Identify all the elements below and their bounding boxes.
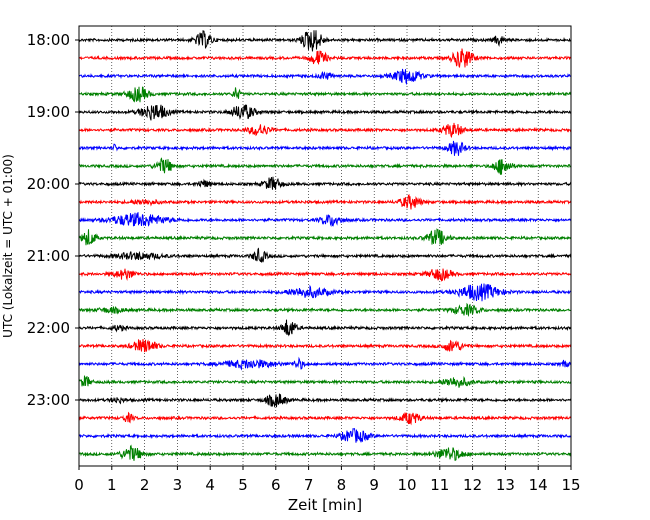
- seismic-traces: [78, 30, 572, 461]
- x-tick-label: 14: [529, 476, 548, 494]
- y-tick-label: 18:00: [27, 31, 70, 49]
- y-tick-label: 23:00: [27, 391, 70, 409]
- trace-line: [78, 302, 572, 318]
- x-axis-ticks: 0 1 2 3 4 5 6 7 8 9 10 11 12 13 14 15: [74, 466, 581, 494]
- x-tick-label: 9: [369, 476, 379, 494]
- trace-line: [78, 68, 572, 86]
- x-tick-label: 13: [496, 476, 515, 494]
- x-tick-label: 1: [107, 476, 117, 494]
- x-tick-label: 5: [238, 476, 248, 494]
- x-tick-label: 7: [304, 476, 314, 494]
- trace-line: [78, 212, 572, 228]
- plot-frame: [78, 25, 572, 467]
- x-tick-label: 15: [561, 476, 580, 494]
- trace-line: [78, 48, 572, 68]
- trace-line: [78, 140, 572, 156]
- trace-line: [78, 356, 572, 371]
- trace-line: [78, 268, 572, 282]
- y-tick-label: 22:00: [27, 319, 70, 337]
- y-tick-label: 19:00: [27, 103, 70, 121]
- trace-line: [78, 228, 572, 246]
- y-tick-label: 21:00: [27, 247, 70, 265]
- y-tick-label: 20:00: [27, 175, 70, 193]
- x-tick-label: 2: [140, 476, 150, 494]
- x-tick-label: 6: [271, 476, 281, 494]
- trace-line: [78, 104, 572, 121]
- trace-line: [78, 375, 572, 388]
- trace-line: [79, 86, 572, 103]
- trace-line: [78, 444, 572, 461]
- x-tick-label: 4: [205, 476, 215, 494]
- x-tick-label: 11: [430, 476, 449, 494]
- y-axis-label: UTC (Lokalzeit = UTC + 01:00): [1, 154, 15, 338]
- x-axis-label: Zeit [min]: [288, 496, 362, 514]
- trace-line: [78, 393, 572, 408]
- trace-line: [78, 30, 572, 52]
- y-axis-ticks: 18:00 19:00 20:00 21:00 22:00 23:00: [27, 31, 79, 409]
- trace-line: [78, 427, 572, 443]
- trace-line: [78, 157, 572, 175]
- x-tick-label: 0: [74, 476, 84, 494]
- trace-line: [79, 283, 572, 302]
- trace-line: [78, 194, 572, 210]
- trace-line: [78, 338, 572, 353]
- trace-line: [78, 176, 572, 190]
- trace-line: [78, 122, 572, 139]
- trace-line: [78, 319, 572, 337]
- trace-line: [78, 247, 572, 263]
- x-tick-label: 10: [397, 476, 416, 494]
- x-tick-label: 3: [173, 476, 183, 494]
- x-tick-label: 12: [463, 476, 482, 494]
- x-tick-label: 8: [337, 476, 347, 494]
- trace-line: [78, 411, 571, 426]
